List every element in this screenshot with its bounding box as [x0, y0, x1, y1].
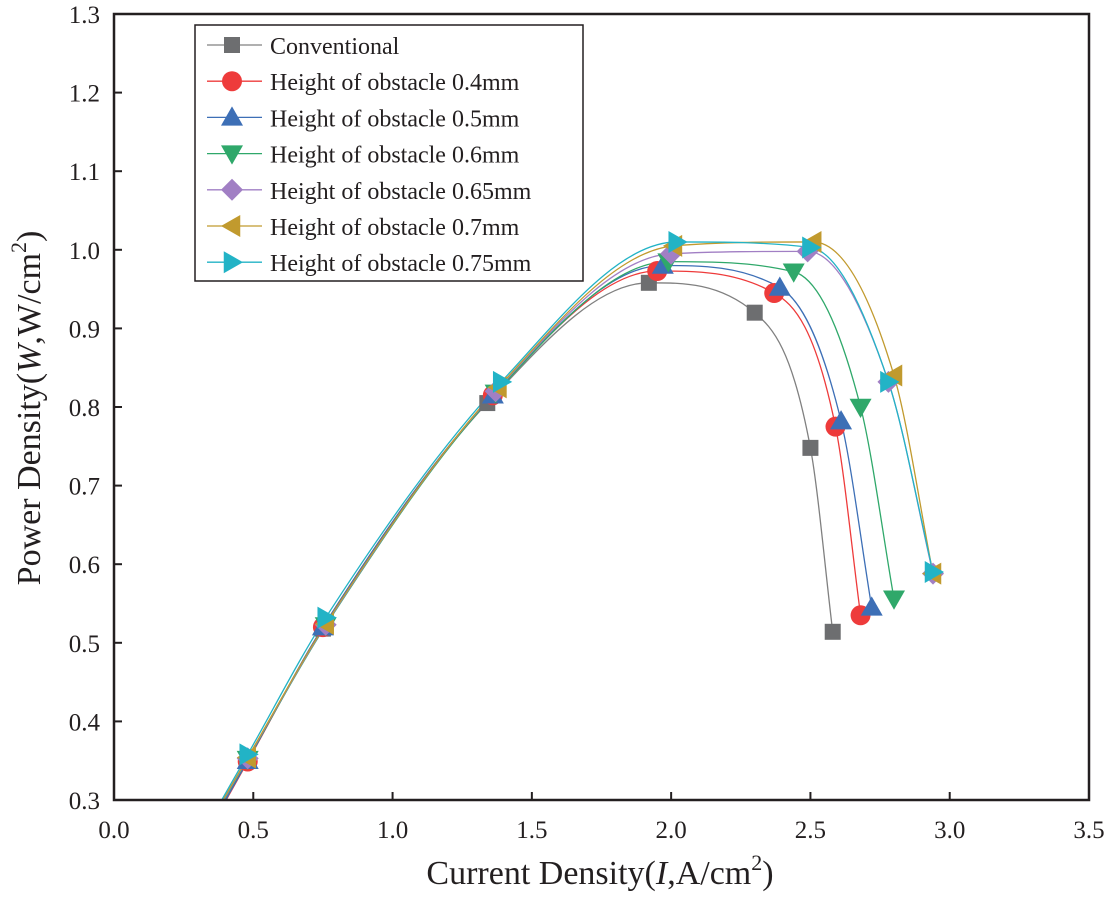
data-point-s0-p5	[802, 439, 819, 456]
data-point-s0-p4	[746, 304, 763, 321]
x-tick-label: 2.5	[795, 817, 826, 844]
data-point-s2-p4	[768, 276, 791, 296]
series-line-2	[224, 264, 873, 800]
legend-marker	[221, 106, 243, 126]
legend-label: Height of obstacle 0.6mm	[270, 143, 520, 169]
series-line-5	[222, 241, 934, 800]
y-axis-title: Power Density(W,W/cm2)	[6, 231, 48, 586]
legend-marker	[224, 37, 240, 53]
y-tick-label: 0.5	[69, 631, 100, 658]
legend-label: Height of obstacle 0.5mm	[270, 106, 520, 132]
x-axis-title: Current Density(I,A/cm2)	[426, 850, 773, 892]
data-point-s6-p2	[492, 370, 513, 393]
legend-label: Height of obstacle 0.75mm	[270, 251, 532, 277]
data-point-s6-p5	[880, 370, 900, 393]
legend-label: Height of obstacle 0.7mm	[270, 215, 520, 241]
data-point-s6-p4	[802, 236, 822, 259]
y-tick-label: 1.3	[69, 2, 100, 29]
y-tick-label: 1.1	[69, 159, 100, 186]
legend-label: Height of obstacle 0.65mm	[270, 179, 532, 205]
data-point-s6-p3	[668, 230, 688, 253]
series-line-4	[222, 250, 934, 800]
legend-marker	[221, 145, 243, 165]
data-point-s2-p6	[860, 596, 883, 616]
x-tick-label: 3.5	[1073, 817, 1104, 844]
legend-label: Height of obstacle 0.4mm	[270, 70, 520, 96]
x-axis-ticks: 0.0 0.5 1.0 1.5 2.0 2.5 3.0 3.5	[98, 792, 1105, 844]
series-line-1	[225, 270, 862, 800]
data-point-s3-p5	[849, 398, 872, 418]
data-point-s2-p5	[830, 410, 853, 430]
legend-label: Conventional	[270, 34, 400, 60]
data-point-s0-p6	[824, 623, 841, 640]
x-tick-label: 1.5	[516, 817, 547, 844]
y-tick-label: 0.6	[69, 552, 100, 579]
x-tick-label: 2.0	[656, 817, 687, 844]
y-tick-label: 1.2	[69, 81, 100, 108]
x-tick-label: 0.0	[98, 817, 129, 844]
y-tick-label: 0.4	[69, 709, 101, 736]
legend-marker	[221, 178, 243, 201]
y-tick-label: 0.3	[69, 788, 100, 815]
series-line-6	[220, 241, 934, 800]
data-point-s6-p1	[317, 606, 337, 629]
legend-marker	[221, 215, 241, 237]
y-tick-label: 0.7	[69, 474, 100, 501]
legend-marker	[223, 251, 243, 274]
marker-group	[236, 230, 944, 772]
y-tick-label: 0.8	[69, 395, 100, 422]
x-tick-label: 3.0	[934, 817, 965, 844]
y-axis-ticks: 0.3 0.4 0.5 0.6 0.7 0.8 0.9 1.0 1.1 1.2 1.3	[69, 2, 122, 815]
y-tick-label: 1.0	[69, 238, 100, 265]
x-tick-label: 0.5	[238, 817, 269, 844]
data-point-s3-p6	[883, 590, 905, 610]
curve-group	[220, 241, 934, 800]
legend: Conventional Height of obstacle 0.4mm Heig…	[194, 24, 584, 282]
x-tick-label: 1.0	[377, 817, 408, 844]
data-point-s6-p0	[239, 743, 259, 766]
data-point-s6-p6	[924, 561, 944, 584]
data-point-s3-p4	[782, 263, 805, 283]
legend-marker	[222, 71, 242, 92]
y-tick-label: 0.9	[69, 316, 100, 343]
series-line-3	[223, 260, 895, 800]
